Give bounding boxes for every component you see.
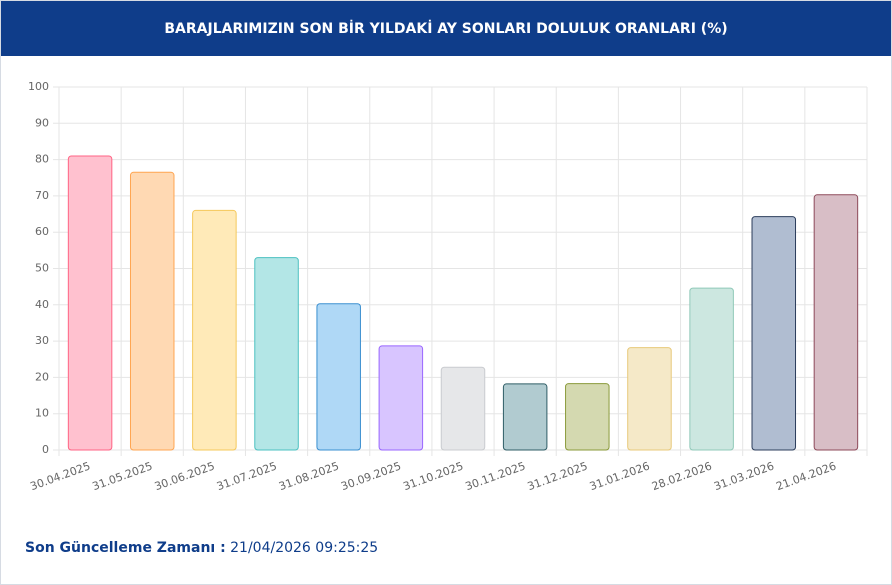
- x-tick-label: 31.08.2025: [277, 459, 341, 493]
- bar: [627, 347, 672, 451]
- y-tick-label: 10: [35, 407, 49, 420]
- x-tick-label: 30.11.2025: [464, 459, 528, 493]
- y-tick-label: 80: [35, 153, 49, 166]
- bar: [192, 209, 237, 451]
- footer-label: Son Güncelleme Zamanı :: [25, 540, 226, 556]
- x-tick-label: 31.12.2025: [526, 459, 590, 493]
- y-tick-label: 40: [35, 298, 49, 311]
- bar: [751, 216, 797, 451]
- bar: [378, 345, 424, 451]
- bar: [502, 383, 548, 451]
- y-tick-label: 60: [35, 225, 49, 238]
- x-tick-label: 30.09.2025: [339, 459, 403, 493]
- chart-title: BARAJLARIMIZIN SON BİR YILDAKİ AY SONLAR…: [1, 1, 891, 56]
- x-tick-label: 30.06.2025: [153, 459, 217, 493]
- x-tick-label: 31.07.2025: [215, 459, 279, 493]
- y-tick-label: 90: [35, 116, 49, 129]
- y-tick-label: 20: [35, 370, 49, 383]
- x-tick-label: 31.10.2025: [401, 459, 465, 493]
- footer: Son Güncelleme Zamanı : 21/04/2026 09:25…: [25, 540, 378, 556]
- y-tick-label: 70: [35, 189, 49, 202]
- y-tick-label: 50: [35, 262, 49, 275]
- bar: [440, 366, 486, 451]
- y-tick-label: 100: [28, 80, 49, 93]
- x-tick-label: 28.02.2026: [650, 459, 714, 493]
- x-tick-label: 21.04.2026: [774, 459, 838, 493]
- bar: [689, 287, 734, 451]
- chart: 0 10 20 30 40 50 60 70 80 90 100 30.04.202531.05.20…: [28, 80, 868, 493]
- x-tick-label: 31.05.2025: [91, 459, 155, 493]
- footer-value: 21/04/2026 09:25:25: [230, 540, 379, 556]
- bar: [129, 171, 175, 451]
- bar: [254, 257, 299, 451]
- y-tick-label: 30: [35, 334, 49, 347]
- y-tick-label: 0: [42, 443, 49, 456]
- bar: [565, 383, 610, 451]
- bar: [316, 303, 361, 451]
- x-tick-label: 31.01.2026: [588, 459, 652, 493]
- bar: [67, 155, 113, 451]
- x-tick-label: 30.04.2025: [28, 459, 92, 493]
- bar: [813, 194, 859, 451]
- x-tick-label: 31.03.2026: [712, 459, 776, 493]
